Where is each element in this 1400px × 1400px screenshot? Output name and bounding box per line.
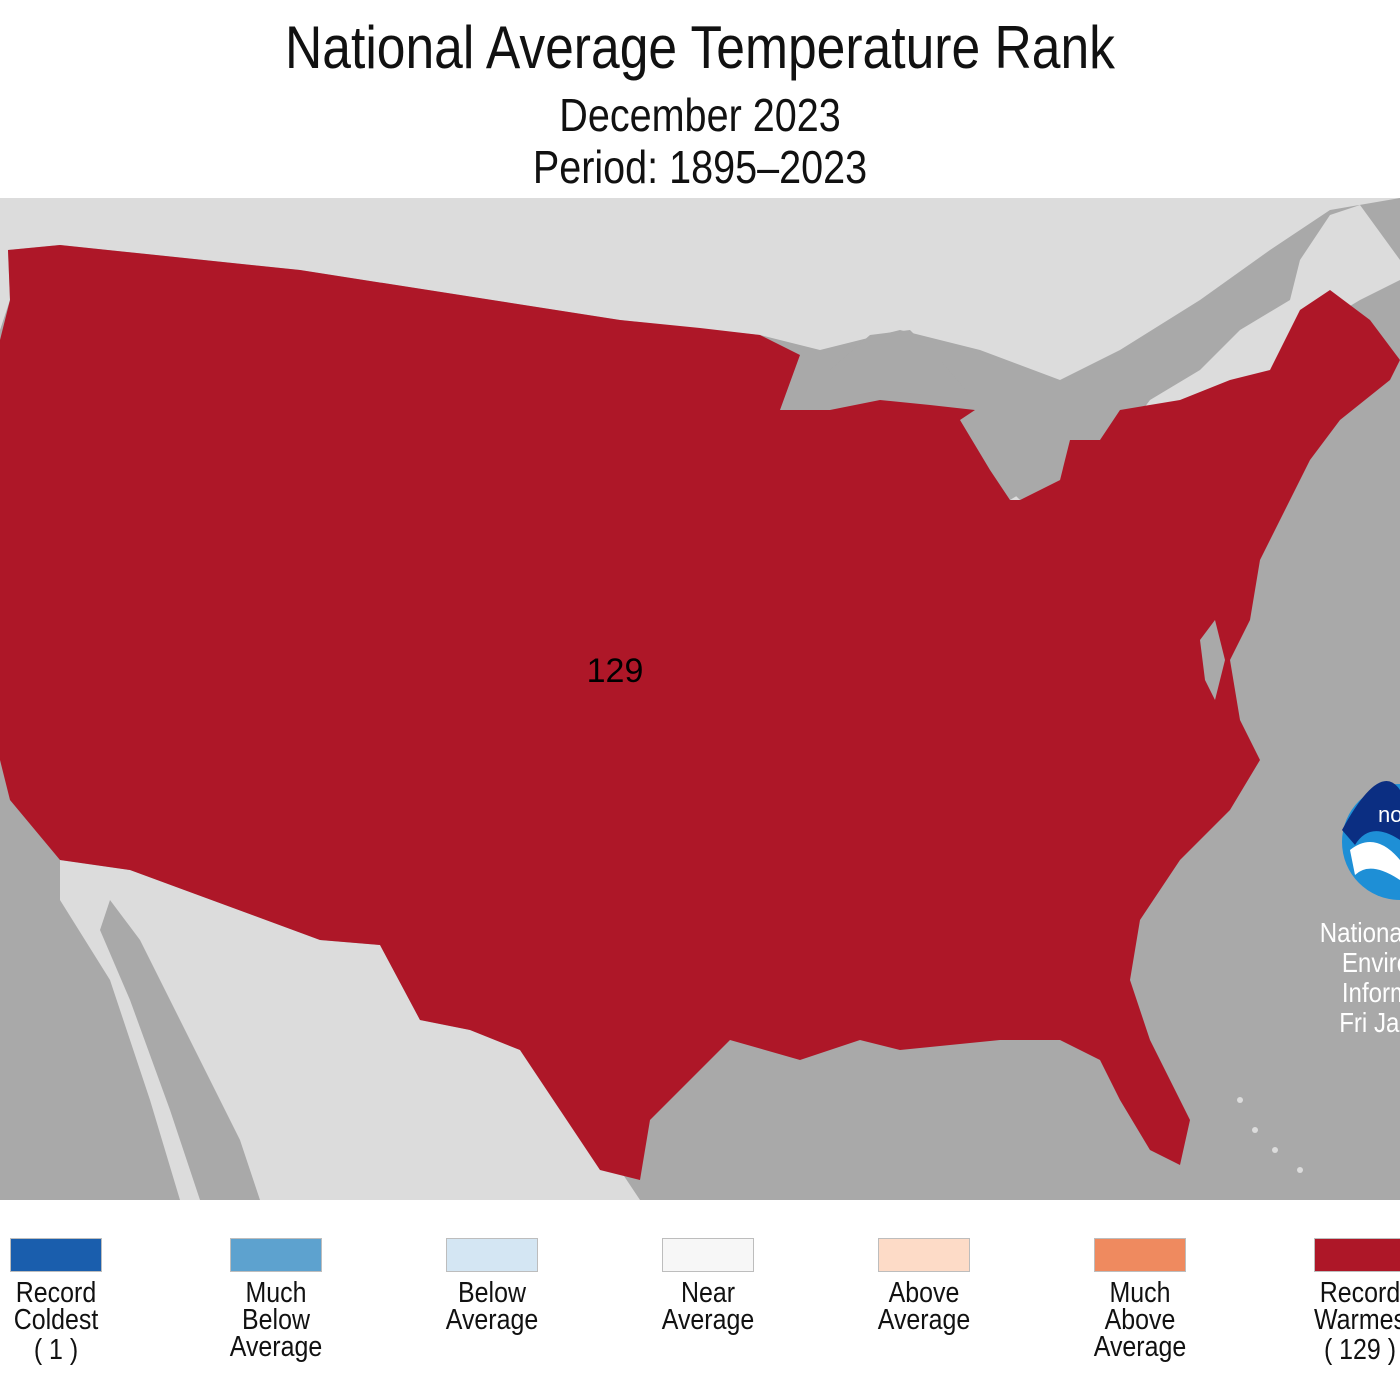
credit-line: Enviro [1341,947,1400,978]
legend-item-below: Below Average [422,1238,562,1336]
legend-label-line: Near [680,1277,736,1309]
legend-label-line: Above [888,1277,960,1309]
bahamas-islands [1237,1097,1303,1173]
legend-rank: ( 1 ) [33,1334,79,1366]
legend-swatch [10,1238,102,1272]
legend-item-near: Near Average [638,1238,778,1336]
legend-label-line: Coldest [13,1304,99,1336]
legend-label: Much Below Average [216,1277,336,1363]
legend-label-line: Much [245,1277,307,1309]
credit-text: National C Enviro Inform Fri Jan [1290,918,1400,1038]
legend-item-record-warmest: Record Warmes ( 129 ) [1290,1238,1400,1366]
legend-rank: ( 129 ) [1323,1334,1397,1366]
credit-line: Inform [1341,977,1400,1008]
legend-label-line: Warmes [1314,1304,1400,1336]
rank-value-label: 129 [587,652,644,690]
noaa-logo: noaa [1342,781,1400,900]
us-temperature-rank-map: 129 noaa [0,198,1400,1200]
legend-label-line: Average [877,1304,971,1336]
noaa-logo-text: noaa [1378,802,1400,827]
legend-item-above: Above Average [854,1238,994,1336]
canada-land-west [0,198,1400,380]
legend-label-line: Record [1319,1277,1400,1309]
gulf-of-california [100,900,260,1200]
legend-swatch [878,1238,970,1272]
legend-swatch [1314,1238,1400,1272]
legend-label-line: Much [1109,1277,1171,1309]
legend-item-record-coldest: Record Coldest ( 1 ) [0,1238,126,1366]
chesapeake-bay [1200,620,1225,700]
legend-label: Record Coldest [0,1277,116,1336]
legend-swatch [230,1238,322,1272]
credit-line: National C [1319,917,1400,948]
chart-subtitle-month: December 2023 [559,89,841,141]
chart-title: National Average Temperature Rank [285,14,1115,81]
chart-subtitle-period: Period: 1895–2023 [532,141,868,193]
legend-label-line: Record [15,1277,97,1309]
legend-label: Above Average [864,1277,984,1336]
title-block: National Average Temperature Rank Decemb… [0,0,1400,198]
lake-superior [780,330,970,410]
legend-item-much-below: Much Below Average [206,1238,346,1363]
legend: Record Coldest ( 1 ) Much Below Average … [0,1200,1400,1400]
legend-label-line: Average [229,1331,323,1363]
legend-label-line: Below [458,1277,526,1309]
legend-label: Record Warmes [1300,1277,1400,1336]
legend-label: Below Average [432,1277,552,1336]
legend-label: Much Above Average [1080,1277,1200,1363]
contiguous-us [0,245,1400,1180]
legend-swatch [1094,1238,1186,1272]
credit-line: Fri Jan [1339,1007,1400,1038]
legend-item-much-above: Much Above Average [1070,1238,1210,1363]
legend-label-line: Average [1093,1331,1187,1363]
legend-swatch [662,1238,754,1272]
legend-label-line: Above [1104,1304,1176,1336]
legend-label: Near Average [648,1277,768,1336]
legend-label-line: Average [445,1304,539,1336]
legend-label-line: Average [661,1304,755,1336]
legend-label-line: Below [242,1304,310,1336]
lake-huron [960,420,1070,500]
legend-swatch [446,1238,538,1272]
